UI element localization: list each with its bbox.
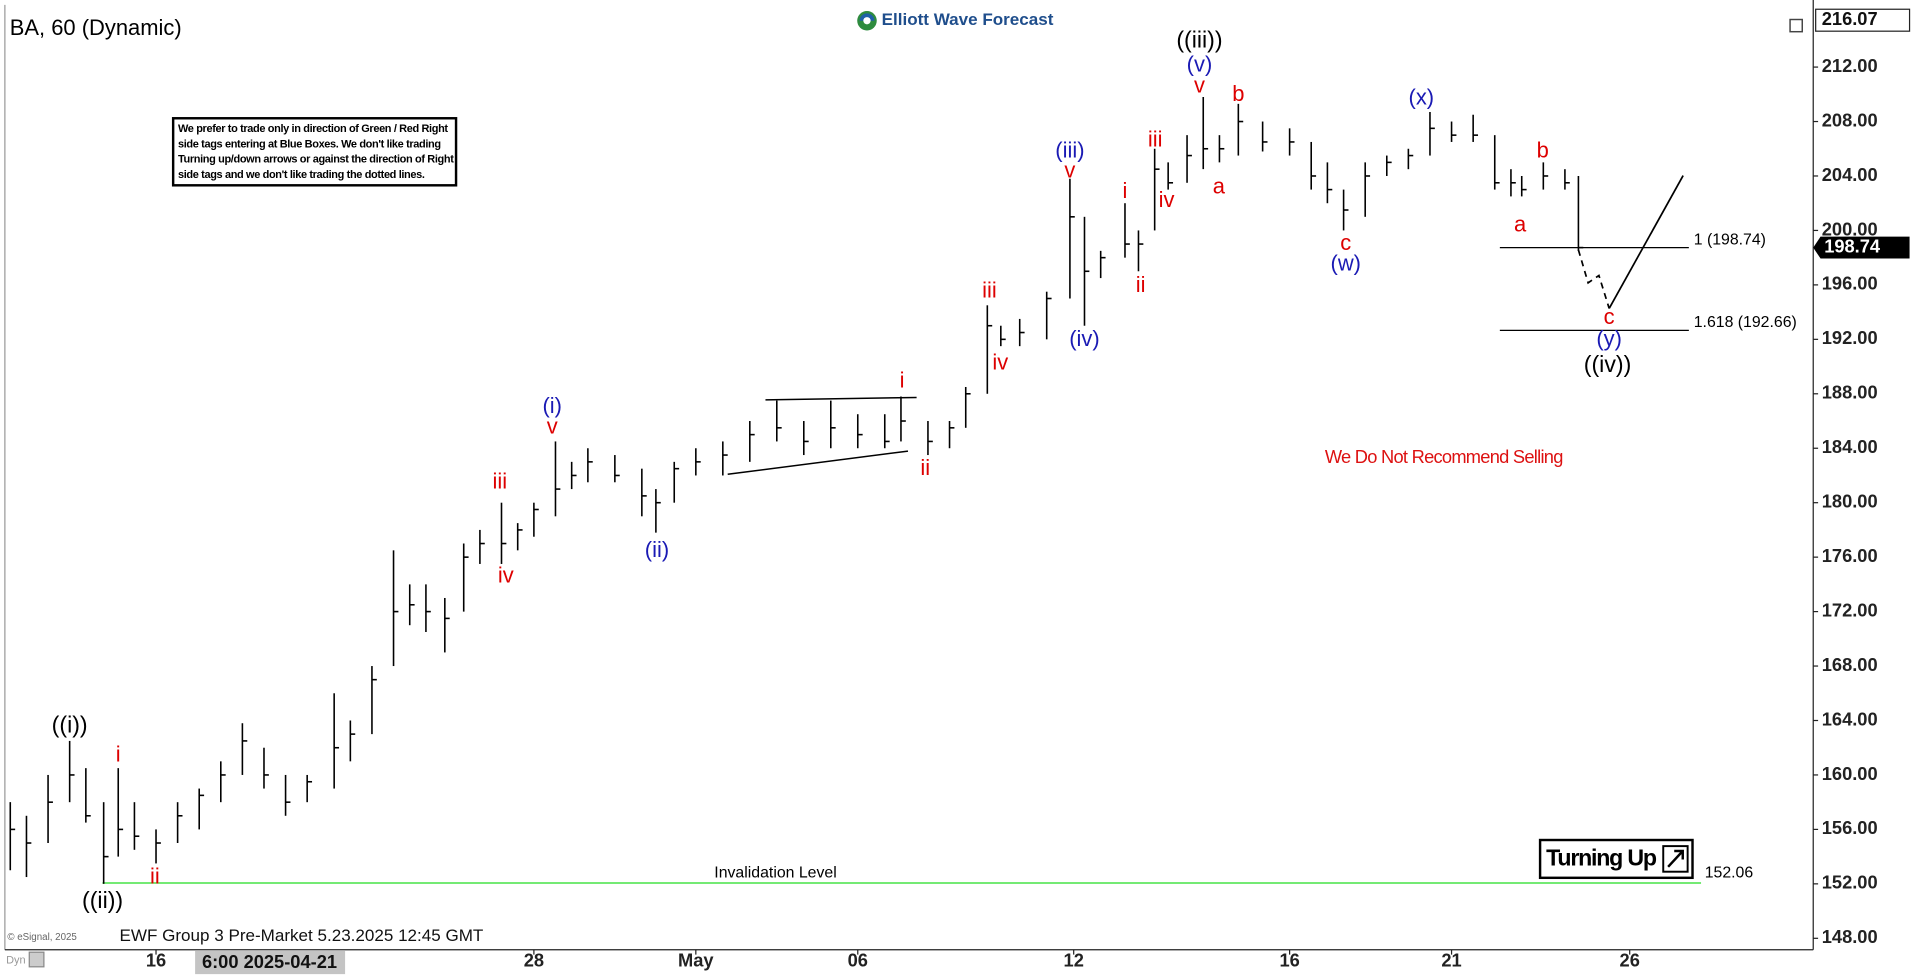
wave-label: (iii) (1055, 137, 1084, 162)
trendline (765, 396, 917, 401)
mode-label: Dyn (6, 955, 26, 967)
fib-label: 1 (198.74) (1694, 231, 1766, 248)
x-tick-label: 16 (1279, 950, 1299, 971)
disclaimer-line: side tags and we don't like trading the … (178, 169, 425, 181)
y-tick-label: 176.00 (1822, 545, 1878, 566)
wave-label: iv (1159, 187, 1175, 212)
wave-label: (x) (1409, 85, 1435, 110)
y-tick-label: 184.00 (1822, 436, 1878, 457)
last-price-box (1813, 236, 1910, 259)
wave-label: (iv) (1069, 326, 1099, 351)
wave-label: (i) (542, 393, 562, 418)
fib-label: 1.618 (192.66) (1694, 314, 1797, 331)
disclaimer-line: side tags entering at Blue Boxes. We don… (178, 138, 441, 150)
footer: EWF Group 3 Pre-Market 5.23.2025 12:45 G… (120, 926, 484, 945)
y-tick-label: 160.00 (1822, 763, 1878, 784)
wave-label: ((iii)) (1176, 27, 1222, 53)
cursor-box (195, 950, 346, 975)
y-tick-label: 188.00 (1822, 382, 1878, 403)
high-marker-box (1815, 8, 1911, 32)
wave-label: ((iv)) (1584, 351, 1632, 377)
disclaimer-line: We prefer to trade only in direction of … (178, 123, 448, 135)
invalidation-text: Invalidation Level (714, 864, 836, 881)
trendline (727, 450, 909, 475)
wave-label: ii (1136, 272, 1146, 297)
wave-label: (w) (1331, 250, 1361, 275)
x-tick-label: 06 (848, 950, 868, 971)
wave-label: iii (1148, 126, 1163, 151)
brand: Elliott Wave Forecast (882, 10, 1054, 29)
copyright: © eSignal, 2025 (7, 932, 77, 943)
projection-solid (1608, 175, 1684, 309)
signal-arrow (1667, 849, 1684, 868)
y-tick-label: 168.00 (1822, 654, 1878, 675)
y-tick-label: 212.00 (1822, 55, 1878, 76)
x-tick-label: 26 (1620, 950, 1640, 971)
y-tick-label: 148.00 (1822, 926, 1878, 947)
wave-label: (y) (1596, 326, 1622, 351)
x-tick-label: 21 (1441, 950, 1461, 971)
wave-label: c (1340, 230, 1351, 255)
x-tick-label: May (678, 950, 714, 971)
wave-label: (ii) (645, 537, 669, 562)
window-icon (1789, 18, 1803, 33)
y-tick-label: 152.00 (1822, 872, 1878, 893)
x-tick-label: 28 (524, 950, 544, 971)
y-tick-label: 192.00 (1822, 327, 1878, 348)
y-tick-label: 204.00 (1822, 164, 1878, 185)
notice: We Do Not Recommend Selling (1325, 446, 1563, 467)
wave-label: b (1232, 81, 1244, 106)
y-tick-label: 172.00 (1822, 599, 1878, 620)
wave-label: iv (992, 350, 1008, 375)
wave-label: i (116, 742, 121, 767)
wave-label: b (1537, 137, 1549, 162)
wave-label: v (1064, 158, 1075, 183)
x-tick-label: 16 (146, 950, 166, 971)
mode-icon (28, 951, 45, 968)
wave-label: v (547, 414, 558, 439)
y-tick-label: 208.00 (1822, 109, 1878, 130)
x-tick-label: 12 (1064, 950, 1084, 971)
disclaimer-line: Turning up/down arrows or against the di… (178, 154, 454, 166)
wave-label: ((ii)) (82, 887, 123, 913)
wave-label: ii (150, 864, 160, 889)
y-tick-label: 180.00 (1822, 491, 1878, 512)
y-tick-label: 164.00 (1822, 708, 1878, 729)
last-price-label: 198.74 (1824, 235, 1881, 256)
invalidation-label: 152.06 (1705, 864, 1754, 881)
wave-label: a (1514, 211, 1527, 236)
y-tick-label: 200.00 (1822, 218, 1878, 239)
wave-label: iii (493, 469, 508, 494)
signal-label: Turning Up (1546, 845, 1657, 871)
wave-label: iv (498, 562, 514, 587)
wave-label: ii (920, 455, 930, 480)
high-marker-label: 216.07 (1822, 8, 1878, 29)
wave-label: c (1604, 304, 1615, 329)
wave-label: i (900, 367, 905, 392)
wave-label: (v) (1187, 52, 1213, 77)
logo-icon-center (863, 17, 871, 25)
y-tick-label: 156.00 (1822, 817, 1878, 838)
chart-title: BA, 60 (Dynamic) (10, 15, 182, 40)
disclaimer-box (171, 117, 458, 187)
wave-label: iii (982, 277, 997, 302)
wave-label: v (1194, 72, 1205, 97)
y-tick-label: 196.00 (1822, 273, 1878, 294)
wave-label: a (1213, 174, 1226, 199)
wave-label: ((i)) (52, 712, 88, 738)
wave-label: i (1123, 178, 1128, 203)
cursor-label: 6:00 2025-04-21 (202, 951, 337, 972)
